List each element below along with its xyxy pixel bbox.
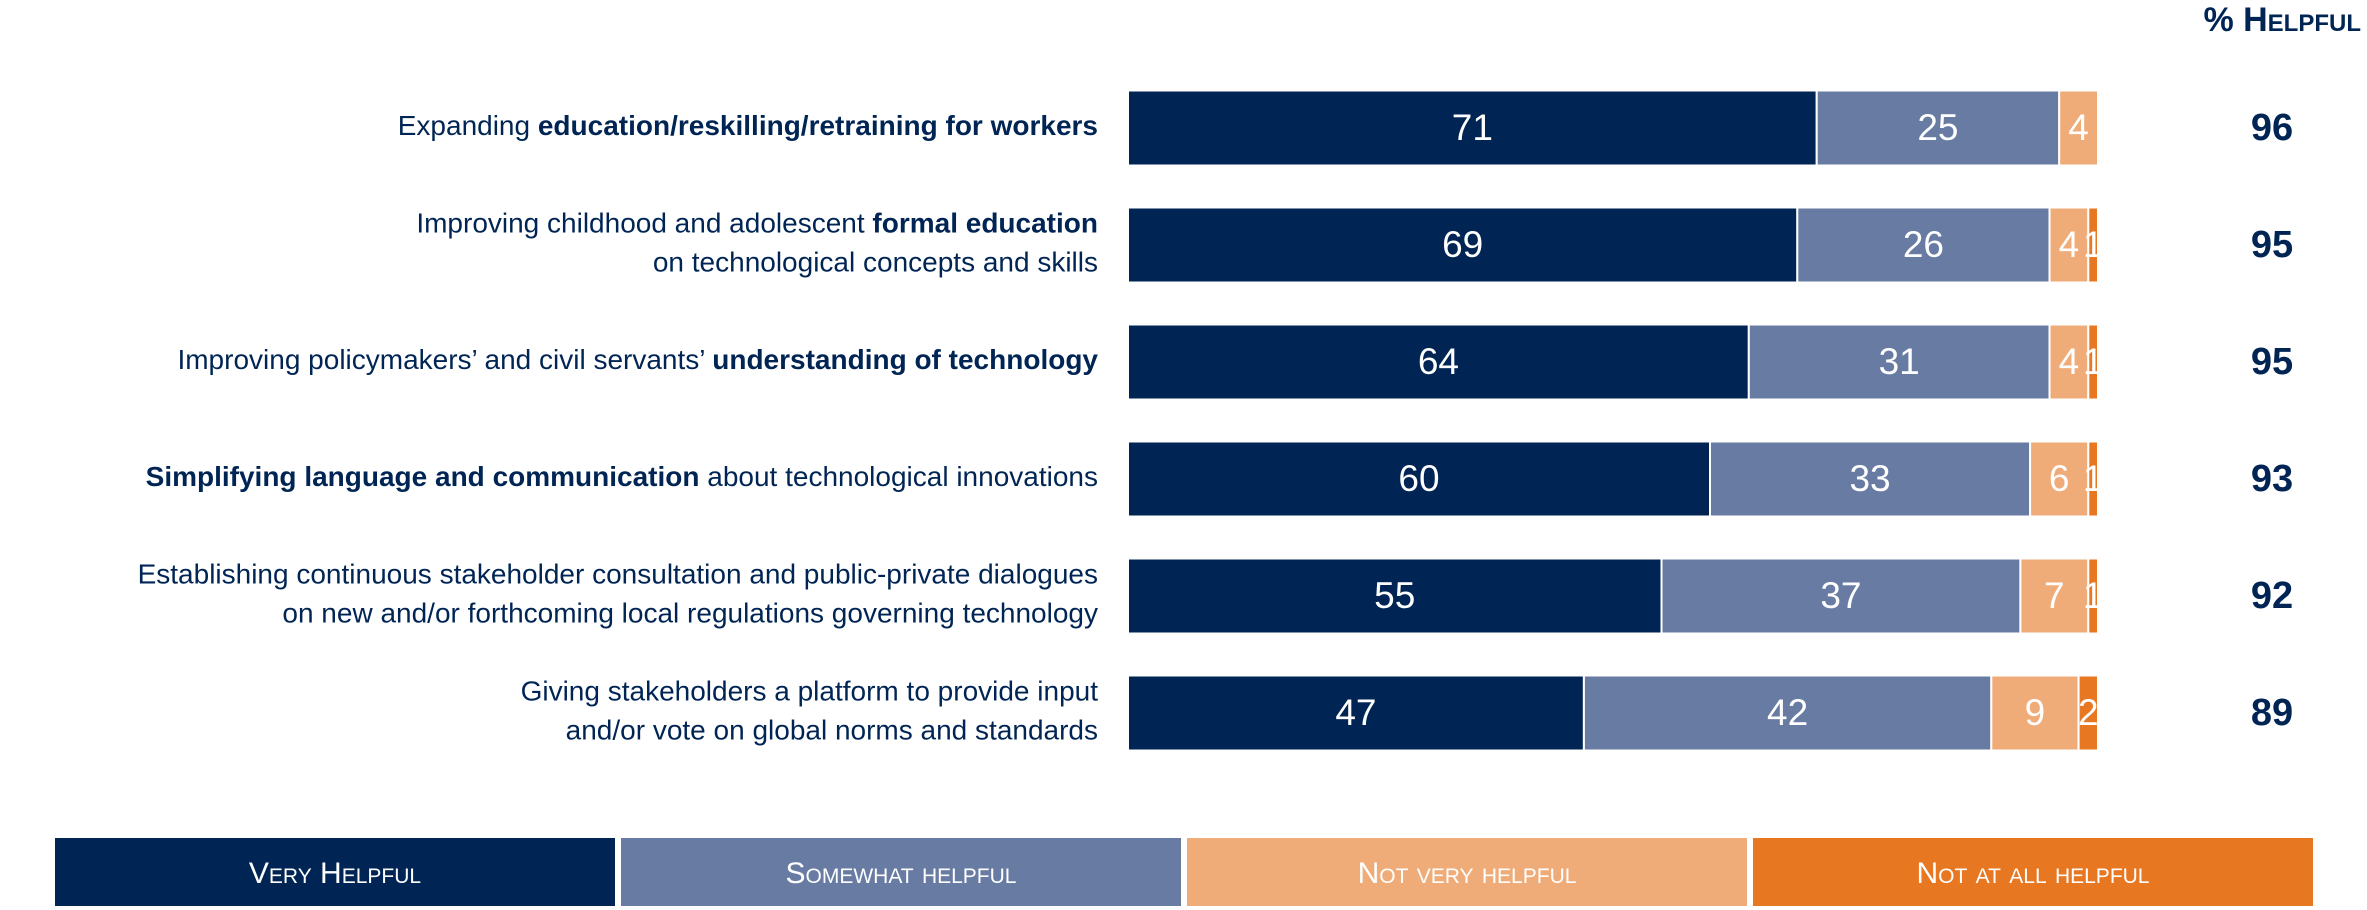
bar-segment <box>2029 440 2090 518</box>
bar-segment <box>2087 206 2100 284</box>
total-value: 95 <box>2251 224 2293 266</box>
category-label: on technological concepts and skills <box>653 247 1098 278</box>
bar-segment <box>2077 674 2100 752</box>
value-label: 6 <box>2049 458 2070 499</box>
value-label: 71 <box>1452 107 1493 148</box>
bar-segment <box>1127 323 1750 401</box>
label-run: on technological concepts and skills <box>653 247 1098 278</box>
label-run: Giving stakeholders a platform to provid… <box>521 676 1099 707</box>
total-value: 96 <box>2251 107 2293 149</box>
label-run: Establishing continuous stakeholder cons… <box>138 559 1098 590</box>
bar-segment <box>2087 440 2100 518</box>
label-run: Improving childhood and adolescent <box>416 208 872 239</box>
total-value: 93 <box>2251 458 2293 500</box>
category-label: Expanding education/reskilling/retrainin… <box>398 110 1098 141</box>
category-label: Improving policymakers’ and civil servan… <box>177 344 1098 375</box>
legend-label: Not very helpful <box>1358 857 1577 890</box>
category-label: Establishing continuous stakeholder cons… <box>138 559 1098 590</box>
bar-segment <box>1815 89 2061 167</box>
label-run: Expanding <box>398 110 538 141</box>
value-label: 60 <box>1398 458 1439 499</box>
legend-swatch <box>1187 838 1747 906</box>
bar-segment <box>2058 89 2099 167</box>
bar-segment <box>1127 674 1585 752</box>
label-run: formal education <box>872 208 1098 239</box>
bar-segment <box>2019 557 2090 635</box>
label-run: and/or vote on global norms and standard… <box>566 715 1098 746</box>
value-label: 31 <box>1879 341 1920 382</box>
label-run: about technological innovations <box>699 461 1098 492</box>
value-label: 9 <box>2025 692 2046 733</box>
value-label: 37 <box>1820 575 1861 616</box>
legend-label: Very Helpful <box>249 857 421 890</box>
total-value: 92 <box>2251 575 2293 617</box>
bar-segment <box>1990 674 2080 752</box>
bar-segment <box>1709 440 2032 518</box>
category-label: and/or vote on global norms and standard… <box>566 715 1098 746</box>
bar-segment <box>1747 323 2051 401</box>
value-label: 26 <box>1903 224 1944 265</box>
value-label: 25 <box>1917 107 1958 148</box>
value-label: 55 <box>1374 575 1415 616</box>
category-label: Improving childhood and adolescent forma… <box>416 208 1098 239</box>
bar-segment <box>2048 323 2090 401</box>
total-value: 95 <box>2251 341 2293 383</box>
label-run: Improving policymakers’ and civil servan… <box>177 344 712 375</box>
category-label: on new and/or forthcoming local regulati… <box>282 598 1098 629</box>
value-label: 4 <box>2059 341 2080 382</box>
value-label: 1 <box>2083 575 2104 616</box>
total-header: % Helpful <box>2203 1 2361 39</box>
value-label: 47 <box>1335 692 1376 733</box>
value-label: 69 <box>1442 224 1483 265</box>
label-run: on new and/or forthcoming local regulati… <box>282 598 1098 629</box>
label-run: understanding of technology <box>712 344 1098 375</box>
bar-segment <box>1127 206 1799 284</box>
category-label: Simplifying language and communication a… <box>146 461 1098 492</box>
value-label: 1 <box>2083 341 2104 382</box>
bar-segment <box>1127 557 1663 635</box>
bar-segment <box>2048 206 2090 284</box>
bar-segment <box>1796 206 2051 284</box>
value-label: 4 <box>2068 107 2089 148</box>
total-value: 89 <box>2251 692 2293 734</box>
value-label: 1 <box>2083 224 2104 265</box>
value-label: 7 <box>2044 575 2065 616</box>
value-label: 1 <box>2083 458 2104 499</box>
label-run: Simplifying language and communication <box>146 461 700 492</box>
value-label: 33 <box>1849 458 1890 499</box>
legend-swatch <box>1753 838 2313 906</box>
bar-segment <box>1582 674 1993 752</box>
legend-swatch <box>621 838 1181 906</box>
bar-segment <box>2087 557 2100 635</box>
legend-swatch <box>55 838 615 906</box>
label-run: education/reskilling/retraining for work… <box>538 110 1098 141</box>
value-label: 2 <box>2078 692 2099 733</box>
value-label: 4 <box>2059 224 2080 265</box>
legend-label: Somewhat helpful <box>786 857 1017 890</box>
bar-segment <box>2087 323 2100 401</box>
legend-label: Not at all helpful <box>1916 857 2149 890</box>
value-label: 42 <box>1767 692 1808 733</box>
value-label: 64 <box>1418 341 1459 382</box>
bar-segment <box>1127 89 1818 167</box>
category-label: Giving stakeholders a platform to provid… <box>521 676 1099 707</box>
